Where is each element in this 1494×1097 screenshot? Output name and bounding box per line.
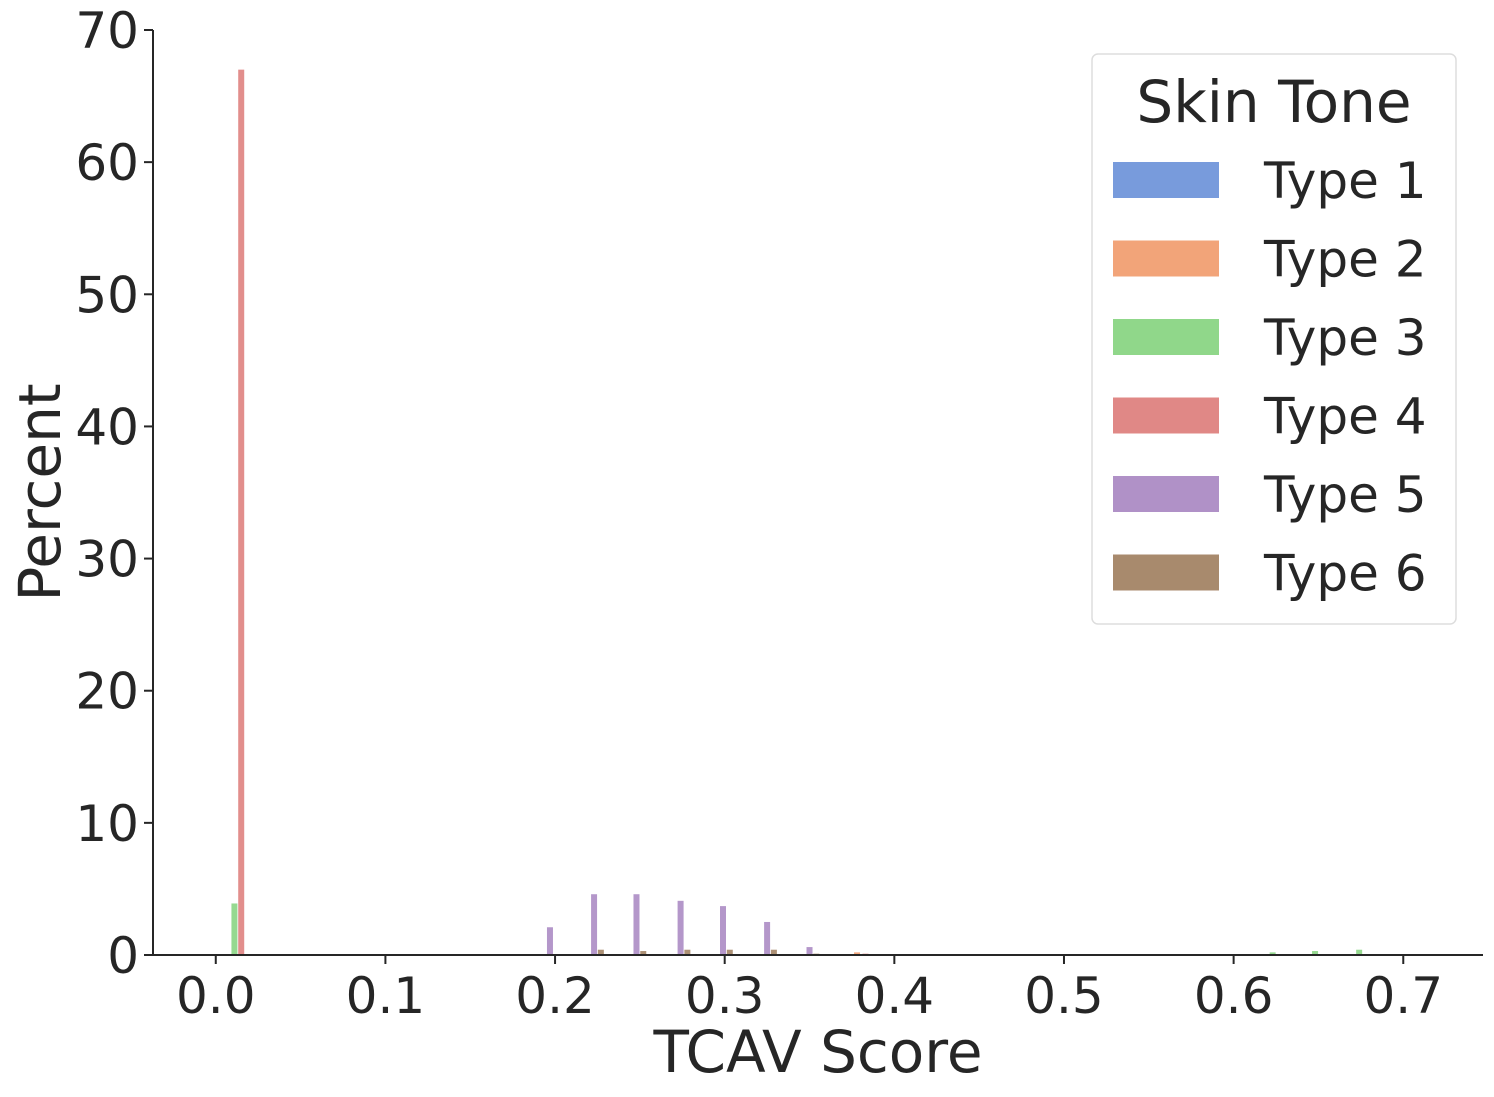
bar-type-3-2 [1269, 952, 1276, 955]
legend-title: Skin Tone [1136, 68, 1411, 136]
legend-label: Type 2 [1263, 231, 1427, 289]
y-axis-title: Percent [6, 383, 74, 601]
bar-type-6-3 [684, 949, 691, 955]
y-tick-label: 50 [75, 266, 139, 324]
bar-type-3-4 [1356, 949, 1363, 955]
bar-type-6-1 [597, 949, 604, 955]
legend: Skin Tone Type 1 Type 2 Type 3 Type 4 Type 5… [1091, 53, 1457, 625]
bar-type-4-1 [238, 69, 245, 955]
bar-type-5-5 [720, 906, 726, 955]
legend-label: Type 3 [1263, 309, 1427, 367]
y-tick-label: 70 [75, 2, 139, 60]
bar-type-5-6 [764, 921, 771, 955]
legend-swatch [1113, 162, 1219, 198]
y-tick-label: 60 [75, 134, 139, 192]
x-tick-label: 0.7 [1364, 967, 1444, 1025]
x-tick-label: 0.1 [346, 967, 426, 1025]
x-tick-label: 0.4 [855, 967, 935, 1025]
legend-label: Type 6 [1263, 545, 1427, 603]
x-tick-label: 0.3 [685, 967, 765, 1025]
legend-swatch [1113, 476, 1219, 512]
bars-group [231, 69, 1363, 955]
bar-type-5-1 [546, 927, 553, 955]
bar-type-5-3 [633, 894, 640, 955]
y-axis: 0 10 20 30 40 50 60 70 [75, 2, 154, 985]
y-tick-label: 20 [75, 663, 139, 721]
y-tick-label: 10 [75, 795, 139, 853]
bar-type-5-4 [677, 900, 684, 955]
bar-type-3-3 [1312, 951, 1319, 955]
bar-type-6-4 [726, 949, 733, 955]
legend-swatch [1113, 319, 1219, 355]
x-tick-label: 0.0 [176, 967, 256, 1025]
bar-type-3-1 [231, 903, 238, 955]
bar-type-5-2 [591, 894, 598, 955]
bar-type-2-1 [854, 952, 861, 955]
bar-type-5-7 [806, 947, 813, 955]
legend-label: Type 4 [1263, 388, 1427, 446]
x-tick-label: 0.2 [515, 967, 595, 1025]
legend-label: Type 1 [1263, 152, 1427, 210]
x-axis-title: TCAV Score [652, 1018, 982, 1086]
y-tick-label: 30 [75, 531, 139, 589]
legend-swatch [1113, 240, 1219, 277]
x-tick-label: 0.6 [1194, 967, 1274, 1025]
x-tick-label: 0.5 [1024, 967, 1104, 1025]
legend-items: Type 1 Type 2 Type 3 Type 4 Type 5 Type 6 [1113, 152, 1427, 603]
legend-swatch [1113, 554, 1219, 591]
y-tick-label: 40 [75, 398, 139, 456]
legend-label: Type 5 [1263, 466, 1427, 524]
legend-swatch [1113, 397, 1219, 434]
y-tick-label: 0 [107, 927, 139, 985]
bar-type-6-2 [640, 951, 647, 955]
x-axis: 0.0 0.1 0.2 0.3 0.4 0.5 0.6 0.7 [153, 954, 1483, 1025]
bar-type-6-5 [770, 949, 777, 955]
